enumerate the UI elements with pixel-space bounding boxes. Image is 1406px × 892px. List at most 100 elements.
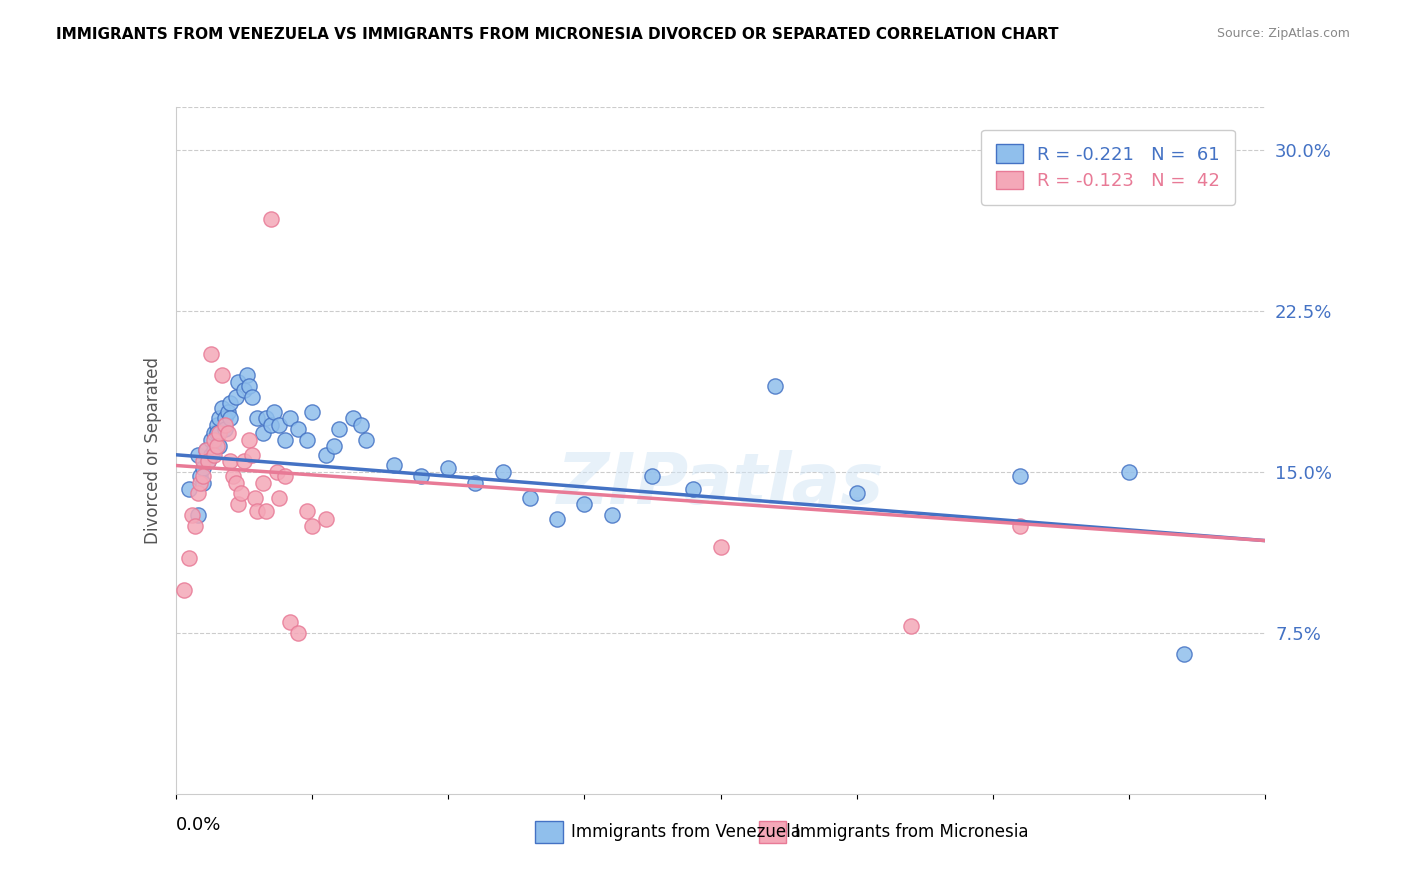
Text: Source: ZipAtlas.com: Source: ZipAtlas.com [1216,27,1350,40]
Point [202,443,225,458]
Point [173,582,195,597]
Point [217,405,239,419]
Point [205,417,228,432]
Point [328,422,350,436]
Point [243,491,266,505]
Text: IMMIGRANTS FROM VENEZUELA VS IMMIGRANTS FROM MICRONESIA DIVORCED OR SEPARATED CO: IMMIGRANTS FROM VENEZUELA VS IMMIGRANTS … [56,27,1059,42]
Point [238,379,260,393]
Point [600,508,623,522]
Point [200,433,222,447]
Point [214,422,236,436]
Text: Immigrants from Micronesia: Immigrants from Micronesia [794,823,1028,841]
Point [519,491,541,505]
Point [186,448,209,462]
Point [214,417,236,432]
Point [184,518,207,533]
Point [269,417,291,432]
Point [356,433,378,447]
Point [260,417,283,432]
Point [222,469,245,483]
Point [342,411,364,425]
Point [287,422,309,436]
Point [295,503,318,517]
Point [219,454,242,468]
Point [186,486,209,500]
Point [219,411,242,425]
Point [260,211,283,226]
Point [246,503,269,517]
Point [191,475,214,490]
Point [208,439,231,453]
Point [197,454,219,468]
Point [240,448,263,462]
Y-axis label: Divorced or Separated: Divorced or Separated [143,357,162,544]
Point [211,401,233,415]
Point [546,512,568,526]
Point [188,475,211,490]
Point [295,433,318,447]
Point [179,482,201,496]
Point [437,460,460,475]
Point [179,550,201,565]
Point [274,469,297,483]
Point [208,426,231,441]
Point [217,426,239,441]
Point [382,458,405,473]
Point [202,448,225,462]
Point [1010,469,1032,483]
Point [287,626,309,640]
Point [214,411,236,425]
Point [211,368,233,383]
Point [205,426,228,441]
Point [1173,648,1195,662]
Point [235,368,257,383]
Point [492,465,515,479]
Point [682,482,704,496]
Point [900,619,922,633]
Point [266,465,288,479]
Point [301,518,323,533]
Point [1118,465,1140,479]
Point [202,426,225,441]
Point [254,411,277,425]
Point [186,508,209,522]
Point [240,390,263,404]
Text: ZIPatlas: ZIPatlas [557,450,884,519]
Point [232,384,254,398]
Point [322,439,344,453]
Point [269,491,291,505]
Point [200,448,222,462]
Point [763,379,786,393]
Point [710,540,733,554]
Point [188,469,211,483]
Point [1010,518,1032,533]
Point [263,405,285,419]
Point [246,411,269,425]
Point [278,615,301,630]
Point [219,396,242,410]
Point [252,426,274,441]
Text: Immigrants from Venezuela: Immigrants from Venezuela [571,823,801,841]
Point [202,433,225,447]
Point [274,433,297,447]
Point [231,486,253,500]
Point [225,475,247,490]
Point [232,454,254,468]
Point [409,469,432,483]
Point [191,454,214,468]
Point [228,375,250,389]
Text: 0.0%: 0.0% [176,816,221,834]
Point [208,411,231,425]
Point [194,443,217,458]
Legend: R = -0.221   N =  61, R = -0.123   N =  42: R = -0.221 N = 61, R = -0.123 N = 42 [981,130,1234,204]
Point [191,469,214,483]
Point [194,443,217,458]
Point [278,411,301,425]
Point [641,469,664,483]
Point [315,448,337,462]
Point [238,433,260,447]
Point [200,347,222,361]
Point [225,390,247,404]
Point [315,512,337,526]
Point [205,439,228,453]
